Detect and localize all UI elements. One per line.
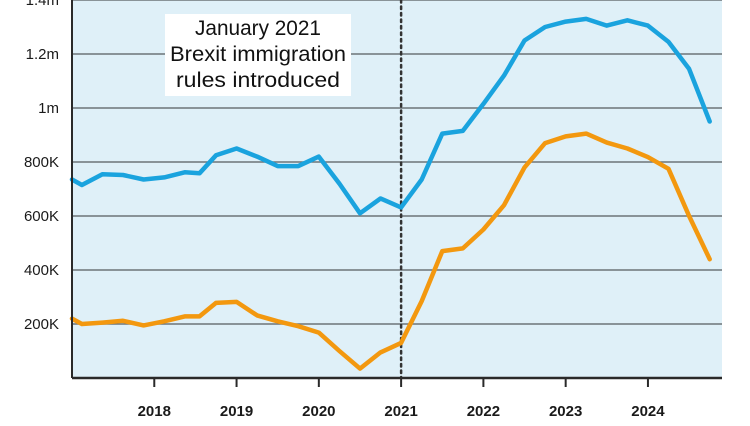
x-tick-label: 2019: [220, 403, 253, 420]
axes: [71, 0, 722, 387]
annotation-line-3: rules introduced: [176, 69, 340, 92]
series-line-blue: [69, 16, 712, 216]
y-tick-label: 1.2m: [26, 46, 59, 63]
annotation-line-2: Brexit immigration: [170, 43, 346, 66]
y-tick-label: 200K: [24, 316, 59, 333]
series-layer: [69, 16, 712, 371]
x-tick-label: 2021: [384, 403, 417, 420]
annotation: January 2021 Brexit immigration rules in…: [165, 14, 351, 96]
y-tick-label: 400K: [24, 262, 59, 279]
y-tick-label: 600K: [24, 208, 59, 225]
x-tick-label: 2023: [549, 403, 582, 420]
x-tick-label: 2022: [467, 403, 500, 420]
x-tick-label: 2024: [631, 403, 665, 420]
y-tick-label: 1.4m: [26, 0, 59, 9]
series-line-orange: [69, 131, 712, 371]
x-tick-label: 2018: [138, 403, 171, 420]
x-tick-label: 2020: [302, 403, 335, 420]
annotation-box: [165, 14, 351, 96]
grid: [72, 0, 722, 325]
y-tick-label: 1m: [38, 100, 59, 117]
annotation-line-1: January 2021: [195, 17, 321, 40]
y-tick-label: 800K: [24, 154, 59, 171]
